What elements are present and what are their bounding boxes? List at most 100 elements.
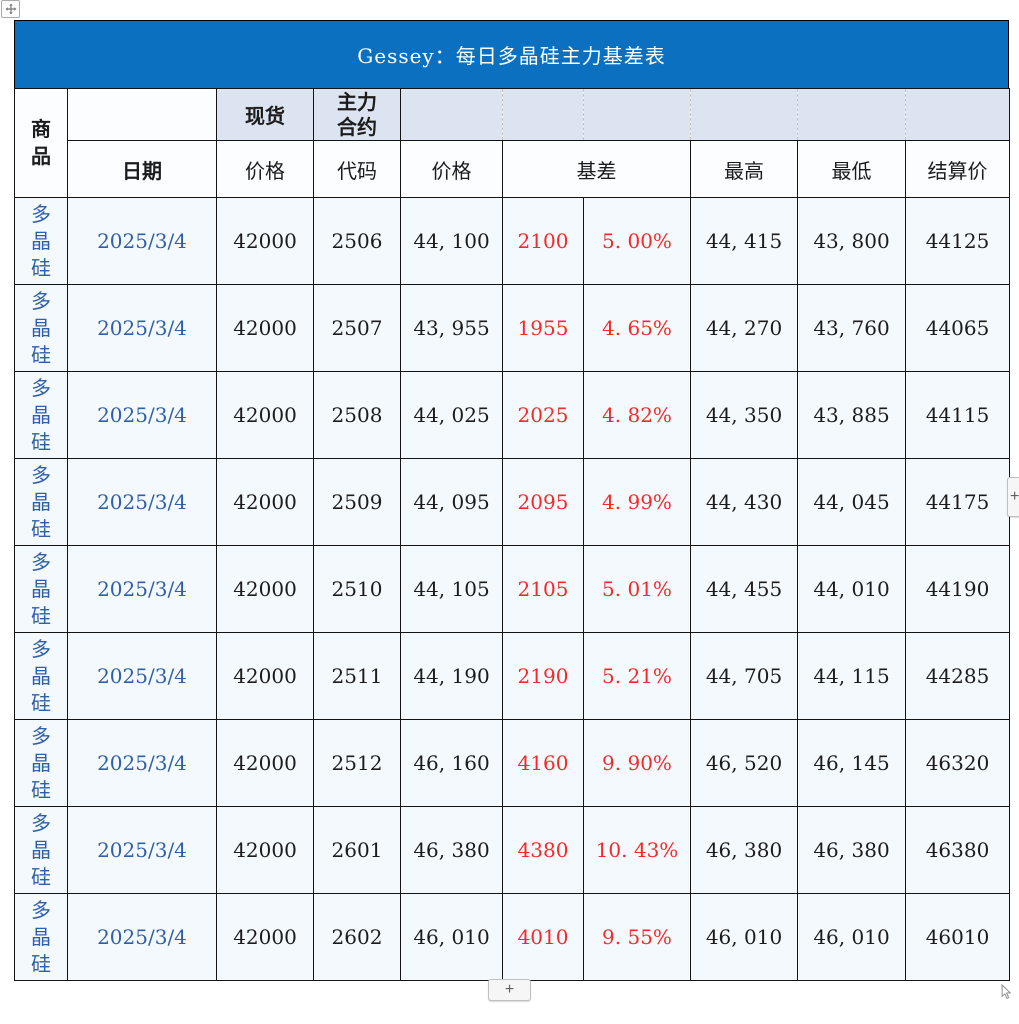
basis-value-cell[interactable]: 2025 [502, 371, 584, 459]
contract-code-cell[interactable]: 2508 [313, 371, 401, 459]
spot-price-cell[interactable]: 42000 [216, 806, 314, 894]
basis-value-cell[interactable]: 2105 [502, 545, 584, 633]
header-ghost-cell[interactable] [905, 88, 1010, 141]
settlement-cell[interactable]: 46010 [905, 893, 1010, 981]
header-ghost-cell[interactable] [400, 88, 503, 141]
futures-price-cell[interactable]: 46, 380 [400, 806, 503, 894]
low-cell[interactable]: 43, 760 [797, 284, 906, 372]
basis-percent-cell[interactable]: 4. 65% [583, 284, 691, 372]
basis-percent-cell[interactable]: 4. 99% [583, 458, 691, 546]
header-low[interactable]: 最低 [797, 140, 906, 198]
high-cell[interactable]: 44, 270 [690, 284, 798, 372]
basis-percent-cell[interactable]: 10. 43% [583, 806, 691, 894]
commodity-cell[interactable]: 多晶硅 [14, 893, 68, 981]
contract-code-cell[interactable]: 2506 [313, 197, 401, 285]
high-cell[interactable]: 44, 350 [690, 371, 798, 459]
basis-value-cell[interactable]: 2095 [502, 458, 584, 546]
spot-price-cell[interactable]: 42000 [216, 893, 314, 981]
spot-price-cell[interactable]: 42000 [216, 371, 314, 459]
contract-code-cell[interactable]: 2511 [313, 632, 401, 720]
futures-price-cell[interactable]: 46, 160 [400, 719, 503, 807]
commodity-cell[interactable]: 多晶硅 [14, 806, 68, 894]
high-cell[interactable]: 46, 520 [690, 719, 798, 807]
basis-value-cell[interactable]: 4160 [502, 719, 584, 807]
commodity-cell[interactable]: 多晶硅 [14, 197, 68, 285]
header-high[interactable]: 最高 [690, 140, 798, 198]
spot-price-cell[interactable]: 42000 [216, 545, 314, 633]
settlement-cell[interactable]: 44285 [905, 632, 1010, 720]
date-cell[interactable]: 2025/3/4 [67, 371, 217, 459]
date-cell[interactable]: 2025/3/4 [67, 806, 217, 894]
basis-value-cell[interactable]: 1955 [502, 284, 584, 372]
header-empty-cell[interactable] [67, 88, 217, 141]
commodity-cell[interactable]: 多晶硅 [14, 545, 68, 633]
spot-price-cell[interactable]: 42000 [216, 719, 314, 807]
contract-code-cell[interactable]: 2510 [313, 545, 401, 633]
high-cell[interactable]: 44, 415 [690, 197, 798, 285]
date-cell[interactable]: 2025/3/4 [67, 284, 217, 372]
date-cell[interactable]: 2025/3/4 [67, 893, 217, 981]
contract-code-cell[interactable]: 2512 [313, 719, 401, 807]
table-move-handle[interactable] [1, 0, 20, 18]
settlement-cell[interactable]: 44190 [905, 545, 1010, 633]
header-contract-code[interactable]: 代码 [313, 140, 401, 198]
low-cell[interactable]: 46, 010 [797, 893, 906, 981]
spot-price-cell[interactable]: 42000 [216, 632, 314, 720]
futures-price-cell[interactable]: 44, 095 [400, 458, 503, 546]
header-ghost-cell[interactable] [690, 88, 798, 141]
commodity-cell[interactable]: 多晶硅 [14, 371, 68, 459]
high-cell[interactable]: 44, 455 [690, 545, 798, 633]
contract-code-cell[interactable]: 2602 [313, 893, 401, 981]
settlement-cell[interactable]: 44115 [905, 371, 1010, 459]
basis-percent-cell[interactable]: 5. 21% [583, 632, 691, 720]
low-cell[interactable]: 44, 115 [797, 632, 906, 720]
low-cell[interactable]: 44, 010 [797, 545, 906, 633]
date-cell[interactable]: 2025/3/4 [67, 545, 217, 633]
basis-value-cell[interactable]: 4010 [502, 893, 584, 981]
futures-price-cell[interactable]: 46, 010 [400, 893, 503, 981]
settlement-cell[interactable]: 46380 [905, 806, 1010, 894]
header-futures-price[interactable]: 价格 [400, 140, 503, 198]
high-cell[interactable]: 44, 705 [690, 632, 798, 720]
contract-code-cell[interactable]: 2509 [313, 458, 401, 546]
header-spot-group[interactable]: 现货 [216, 88, 314, 141]
low-cell[interactable]: 43, 885 [797, 371, 906, 459]
settlement-cell[interactable]: 44065 [905, 284, 1010, 372]
header-settlement[interactable]: 结算价 [905, 140, 1010, 198]
low-cell[interactable]: 44, 045 [797, 458, 906, 546]
high-cell[interactable]: 46, 380 [690, 806, 798, 894]
futures-price-cell[interactable]: 44, 025 [400, 371, 503, 459]
low-cell[interactable]: 46, 145 [797, 719, 906, 807]
basis-percent-cell[interactable]: 4. 82% [583, 371, 691, 459]
header-basis[interactable]: 基差 [502, 140, 691, 198]
low-cell[interactable]: 46, 380 [797, 806, 906, 894]
header-date[interactable]: 日期 [67, 140, 217, 198]
basis-percent-cell[interactable]: 9. 55% [583, 893, 691, 981]
date-cell[interactable]: 2025/3/4 [67, 719, 217, 807]
high-cell[interactable]: 44, 430 [690, 458, 798, 546]
commodity-cell[interactable]: 多晶硅 [14, 632, 68, 720]
header-ghost-cell[interactable] [797, 88, 906, 141]
header-contract-group[interactable]: 主力合约 [313, 88, 401, 141]
header-ghost-cell[interactable] [502, 88, 584, 141]
futures-price-cell[interactable]: 44, 190 [400, 632, 503, 720]
basis-value-cell[interactable]: 4380 [502, 806, 584, 894]
date-cell[interactable]: 2025/3/4 [67, 197, 217, 285]
date-cell[interactable]: 2025/3/4 [67, 458, 217, 546]
settlement-cell[interactable]: 46320 [905, 719, 1010, 807]
add-column-button[interactable]: + [1007, 477, 1019, 517]
add-row-button[interactable]: + [488, 979, 531, 1001]
futures-price-cell[interactable]: 43, 955 [400, 284, 503, 372]
basis-percent-cell[interactable]: 9. 90% [583, 719, 691, 807]
header-ghost-cell[interactable] [583, 88, 691, 141]
basis-percent-cell[interactable]: 5. 00% [583, 197, 691, 285]
settlement-cell[interactable]: 44125 [905, 197, 1010, 285]
spot-price-cell[interactable]: 42000 [216, 197, 314, 285]
header-commodity[interactable]: 商品 [14, 88, 68, 198]
spot-price-cell[interactable]: 42000 [216, 458, 314, 546]
high-cell[interactable]: 46, 010 [690, 893, 798, 981]
futures-price-cell[interactable]: 44, 100 [400, 197, 503, 285]
date-cell[interactable]: 2025/3/4 [67, 632, 217, 720]
contract-code-cell[interactable]: 2601 [313, 806, 401, 894]
header-spot-price[interactable]: 价格 [216, 140, 314, 198]
